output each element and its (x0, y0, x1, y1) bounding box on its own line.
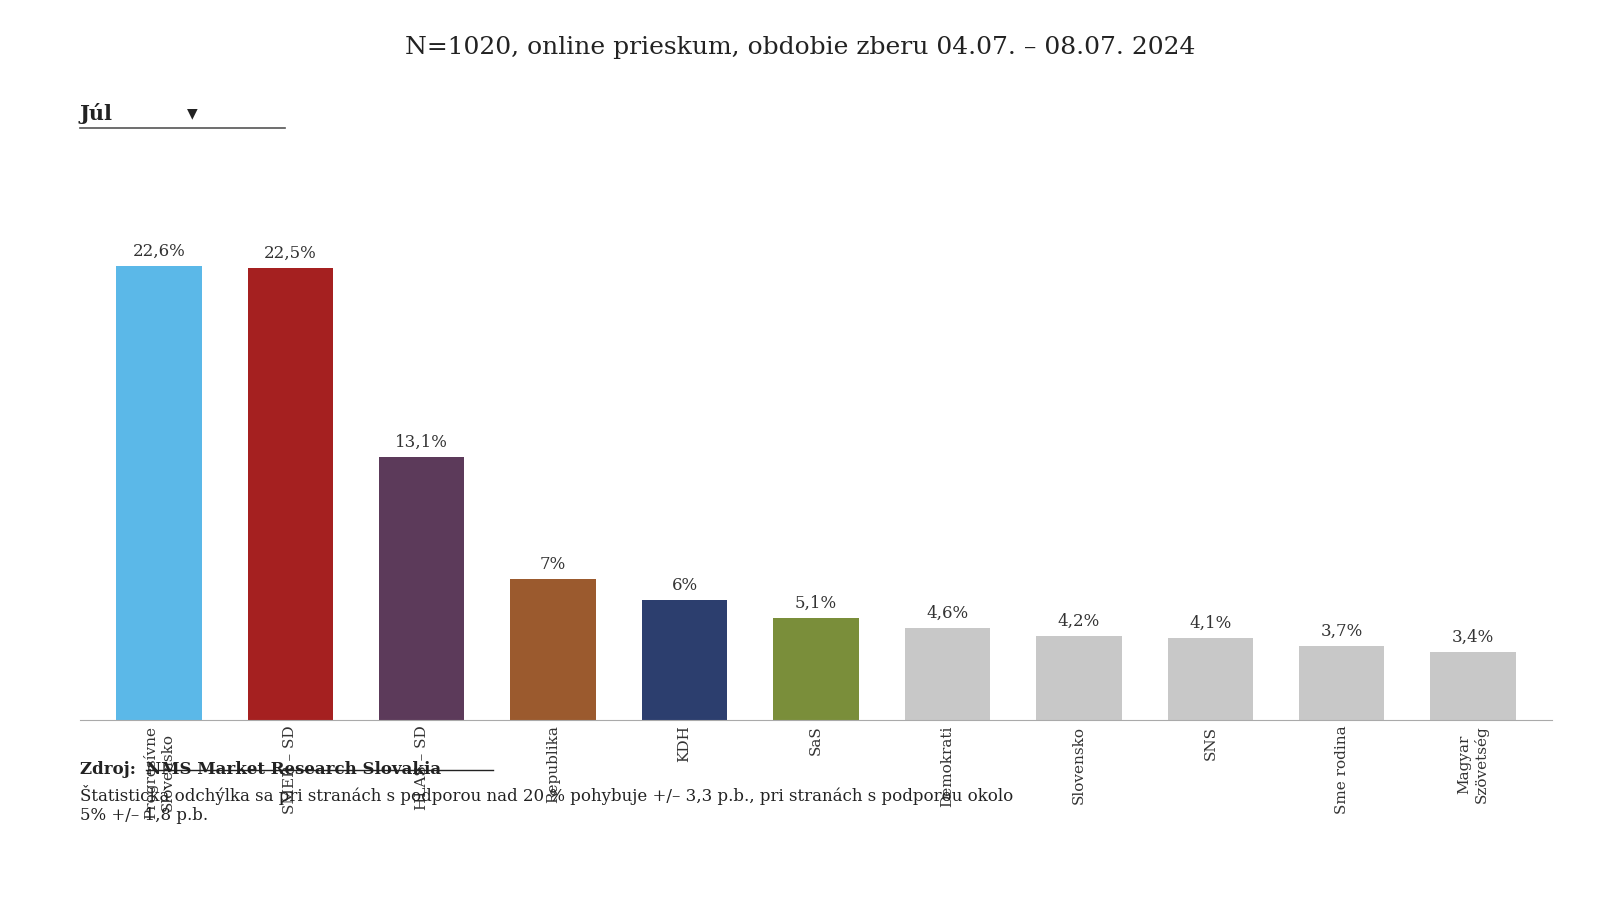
Text: Zdroj:: Zdroj: (80, 760, 142, 778)
Bar (1299, 645, 1384, 720)
Text: 13,1%: 13,1% (395, 434, 448, 451)
Text: 22,5%: 22,5% (264, 245, 317, 262)
Text: Štatistická odchýlka sa pri stranách s podporou nad 20 % pohybuje +/– 3,3 p.b., : Štatistická odchýlka sa pri stranách s p… (80, 785, 1013, 805)
Bar (773, 617, 859, 720)
Bar (379, 457, 464, 720)
Text: 22,6%: 22,6% (133, 243, 186, 260)
Text: Júl: Júl (80, 104, 114, 124)
Bar (1168, 638, 1253, 720)
Bar (117, 266, 202, 720)
Text: 5,1%: 5,1% (795, 595, 837, 612)
Bar (642, 599, 728, 720)
Bar (904, 627, 990, 720)
Text: nms: nms (1416, 771, 1451, 787)
Text: N=1020, online prieskum, obdobie zberu 04.07. – 08.07. 2024: N=1020, online prieskum, obdobie zberu 0… (405, 36, 1195, 59)
Text: 6%: 6% (672, 577, 698, 593)
Bar (248, 268, 333, 720)
Text: 4,2%: 4,2% (1058, 613, 1099, 630)
Text: 4,6%: 4,6% (926, 605, 968, 622)
Text: NMS Market Research Slovakia: NMS Market Research Slovakia (146, 760, 440, 778)
Bar (1037, 635, 1122, 720)
Bar (1430, 652, 1515, 720)
Bar (510, 580, 595, 720)
Text: 3,7%: 3,7% (1320, 623, 1363, 640)
Text: 3,4%: 3,4% (1453, 629, 1494, 645)
Text: ▼: ▼ (187, 106, 198, 121)
Text: 7%: 7% (541, 556, 566, 573)
Text: 4,1%: 4,1% (1189, 615, 1232, 632)
Text: 5% +/– 1,8 p.b.: 5% +/– 1,8 p.b. (80, 807, 208, 824)
